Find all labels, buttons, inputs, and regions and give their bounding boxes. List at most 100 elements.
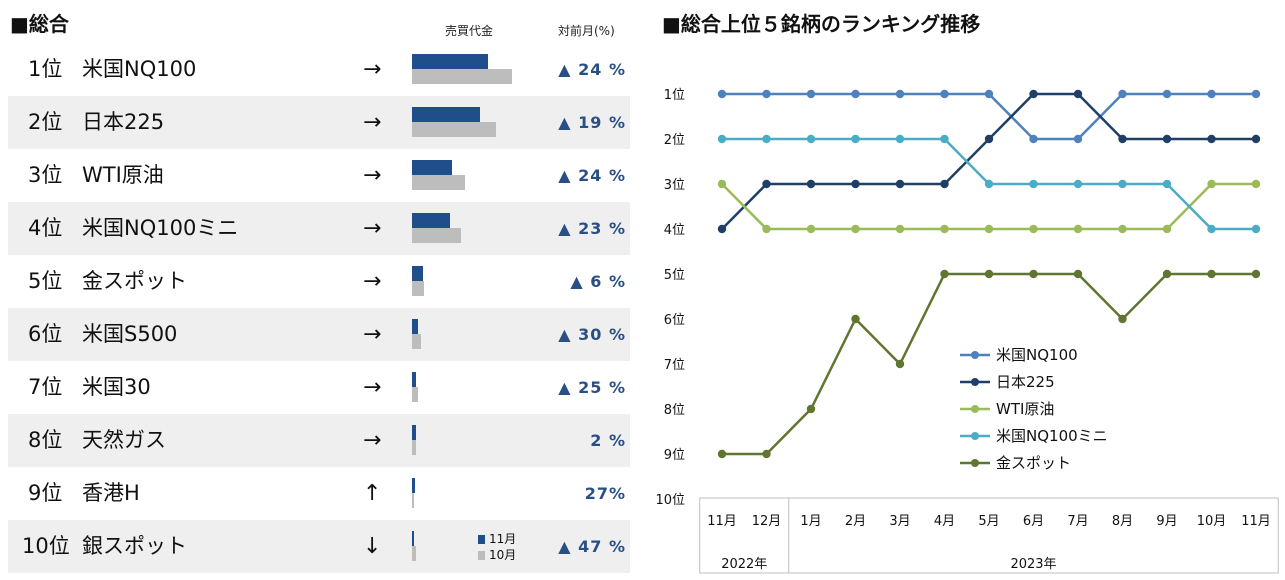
rank-label: 3位 bbox=[28, 163, 63, 187]
volume-bar-current bbox=[412, 160, 452, 175]
table-row: 6位 米国S500 → ▲ 30 % bbox=[8, 308, 630, 361]
volume-bar-current bbox=[412, 54, 488, 69]
category-axis-frame bbox=[699, 497, 1279, 574]
overall-title: ■総合 bbox=[10, 12, 69, 36]
x-tick-label: 3月 bbox=[889, 514, 910, 529]
legend-marker bbox=[971, 351, 979, 359]
volume-bar-previous bbox=[412, 440, 416, 455]
mom-header: 対前月(%) bbox=[558, 24, 615, 38]
legend-label: 米国NQ100 bbox=[996, 346, 1078, 364]
x-tick-label: 8月 bbox=[1112, 514, 1133, 529]
volume-bar-previous bbox=[412, 228, 461, 243]
data-point bbox=[1251, 224, 1261, 234]
data-point bbox=[895, 89, 905, 99]
data-point bbox=[851, 314, 860, 324]
data-point bbox=[1118, 89, 1127, 99]
legend-marker bbox=[971, 378, 979, 386]
data-point bbox=[851, 134, 860, 144]
data-point bbox=[1118, 134, 1127, 144]
data-point bbox=[1251, 89, 1261, 99]
legend-label: WTI原油 bbox=[996, 400, 1054, 418]
data-point bbox=[940, 179, 949, 189]
instrument-name: WTI原油 bbox=[82, 163, 164, 187]
mom-percent: 27% bbox=[584, 484, 626, 503]
data-point bbox=[1029, 224, 1038, 234]
data-point bbox=[1251, 179, 1261, 189]
trend-arrow: → bbox=[363, 163, 382, 188]
data-point bbox=[806, 404, 816, 414]
series-line bbox=[721, 182, 1256, 231]
y-tick-label: 8位 bbox=[664, 403, 685, 418]
table-row: 9位 香港H ↑ 27% bbox=[8, 467, 630, 520]
data-point bbox=[1029, 134, 1038, 144]
y-tick-label: 4位 bbox=[664, 223, 685, 238]
data-point bbox=[1251, 134, 1261, 144]
legend-label: 金スポット bbox=[996, 454, 1071, 472]
volume-bar-current bbox=[412, 107, 480, 122]
x-tick-label: 10月 bbox=[1197, 514, 1227, 529]
rank-label: 1位 bbox=[28, 57, 63, 81]
x-tick-label: 7月 bbox=[1067, 514, 1088, 529]
rank-label: 4位 bbox=[28, 216, 63, 240]
y-tick-label: 9位 bbox=[664, 448, 685, 463]
data-point bbox=[1029, 89, 1038, 99]
mom-percent: ▲ 19 % bbox=[558, 113, 626, 132]
data-point bbox=[717, 449, 727, 459]
data-point bbox=[717, 89, 727, 99]
table-row: 10位 銀スポット ↓ ▲ 47 % 11月 10月 bbox=[8, 520, 630, 573]
data-point bbox=[1073, 269, 1083, 279]
data-point bbox=[851, 179, 860, 189]
data-point bbox=[851, 89, 860, 99]
data-point bbox=[895, 224, 905, 234]
data-point bbox=[1118, 224, 1127, 234]
data-point bbox=[806, 179, 816, 189]
volume-bar-previous bbox=[412, 122, 496, 137]
y-tick-label: 7位 bbox=[664, 358, 685, 373]
table-row: 3位 WTI原油 → ▲ 24 % bbox=[8, 149, 630, 202]
data-point bbox=[895, 179, 905, 189]
rank-label: 2位 bbox=[28, 110, 63, 134]
rank-label: 8位 bbox=[28, 428, 63, 452]
data-point bbox=[851, 224, 860, 234]
data-point bbox=[984, 269, 994, 279]
trend-arrow: ↑ bbox=[363, 481, 382, 506]
year-label: 2023年 bbox=[1010, 557, 1056, 572]
data-point bbox=[1029, 269, 1038, 279]
data-point bbox=[1207, 89, 1216, 99]
data-point bbox=[940, 269, 949, 279]
volume-bar-previous bbox=[412, 69, 512, 84]
series-line bbox=[722, 92, 1256, 141]
data-point bbox=[1029, 179, 1038, 189]
table-row: 7位 米国30 → ▲ 25 % bbox=[8, 361, 630, 414]
data-point bbox=[806, 89, 816, 99]
data-point bbox=[1162, 89, 1172, 99]
legend-previous-label: 10月 bbox=[489, 548, 517, 562]
data-point bbox=[895, 359, 905, 369]
volume-bar-current bbox=[412, 425, 416, 440]
volume-bar-current bbox=[412, 319, 418, 334]
mom-percent: ▲ 24 % bbox=[558, 60, 626, 79]
data-point bbox=[806, 134, 816, 144]
x-tick-label: 11月 bbox=[1241, 514, 1271, 529]
data-point bbox=[1162, 134, 1172, 144]
y-tick-label: 3位 bbox=[664, 178, 685, 193]
instrument-name: 米国NQ100 bbox=[82, 57, 197, 81]
data-point bbox=[1162, 179, 1172, 189]
x-tick-label: 12月 bbox=[752, 514, 782, 529]
legend-marker bbox=[971, 405, 979, 413]
data-point bbox=[1118, 179, 1127, 189]
volume-bar-previous bbox=[412, 334, 421, 349]
mom-percent: ▲ 47 % bbox=[558, 537, 626, 556]
instrument-name: 金スポット bbox=[82, 269, 187, 293]
y-tick-label: 6位 bbox=[664, 313, 685, 328]
instrument-name: 香港H bbox=[82, 481, 140, 505]
instrument-name: 米国30 bbox=[82, 375, 151, 399]
mom-percent: ▲ 6 % bbox=[570, 272, 626, 291]
instrument-name: 米国NQ100ミニ bbox=[82, 216, 239, 240]
volume-bar-previous bbox=[412, 387, 418, 402]
mom-percent: ▲ 24 % bbox=[558, 166, 626, 185]
y-tick-label: 10位 bbox=[655, 493, 685, 508]
data-point bbox=[762, 89, 771, 99]
rank-label: 10位 bbox=[22, 534, 70, 558]
data-point bbox=[762, 179, 771, 189]
